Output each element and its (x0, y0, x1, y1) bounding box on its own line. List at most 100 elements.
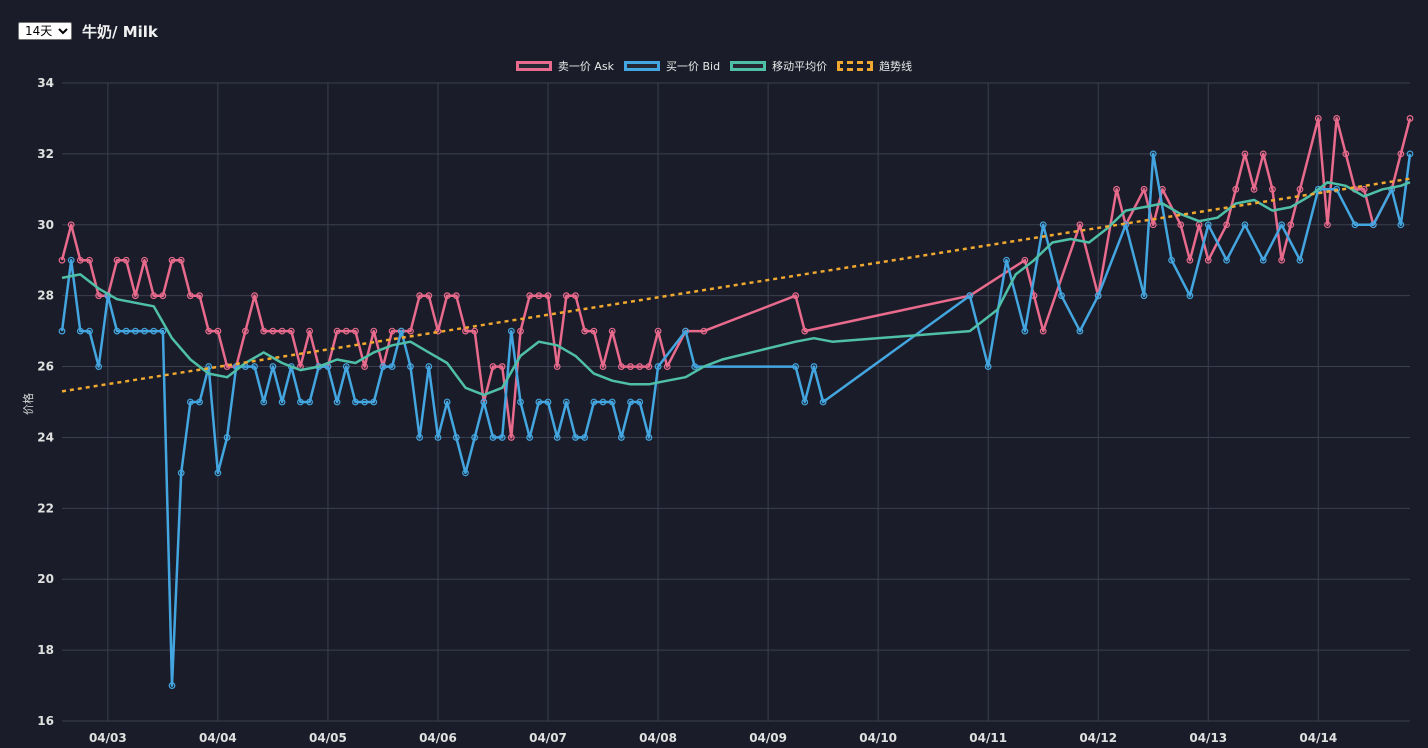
legend-swatch (515, 61, 552, 71)
data-point (434, 327, 442, 335)
data-point (581, 327, 589, 335)
data-point (1058, 292, 1065, 300)
y-tick-label: 32 (37, 147, 54, 161)
data-point (1296, 185, 1304, 193)
data-point (168, 256, 176, 264)
data-point (150, 292, 158, 300)
data-point (627, 398, 634, 406)
data-point (1369, 221, 1377, 229)
data-point (1351, 221, 1359, 229)
legend-item[interactable]: 趋势线 (837, 58, 912, 74)
data-point (416, 434, 424, 441)
data-point (801, 327, 809, 335)
data-point (526, 292, 534, 300)
data-point (1324, 221, 1331, 229)
legend-item[interactable]: 卖一价 Ask (515, 58, 615, 74)
data-point (507, 327, 515, 335)
data-point (306, 398, 313, 406)
data-point (1113, 185, 1120, 193)
data-point (67, 221, 75, 229)
data-point (223, 434, 231, 441)
data-point (342, 327, 350, 335)
chart-legend: 卖一价 Ask 买一价 Bid 移动平均价 趋势线 (0, 58, 1428, 74)
data-point (1333, 185, 1341, 193)
data-point (562, 398, 570, 406)
data-point (251, 292, 258, 300)
data-point (572, 292, 579, 300)
data-point (333, 327, 341, 335)
data-point (361, 398, 369, 406)
data-point (645, 434, 653, 441)
data-point (700, 327, 708, 335)
legend-label: 移动平均价 (772, 60, 828, 73)
data-point (379, 363, 387, 370)
data-point (177, 469, 185, 477)
data-point (131, 292, 139, 300)
data-point (535, 292, 543, 300)
data-point (553, 434, 561, 441)
data-point (177, 256, 185, 264)
data-point (654, 327, 662, 335)
time-range-select[interactable]: 14天 (18, 22, 72, 40)
y-tick-label: 22 (37, 501, 54, 515)
data-point (1003, 256, 1010, 264)
data-point (58, 327, 66, 335)
x-tick-label: 04/03 (89, 731, 127, 745)
legend-item[interactable]: 移动平均价 (730, 58, 827, 74)
legend-label: 趋势线 (879, 60, 913, 73)
data-point (1269, 185, 1276, 193)
data-point (168, 682, 176, 689)
legend-swatch (730, 61, 767, 71)
data-point (150, 327, 158, 335)
data-point (159, 292, 167, 300)
data-point (370, 398, 378, 406)
data-point (214, 469, 222, 477)
data-point (397, 327, 405, 335)
data-point (333, 398, 341, 406)
x-tick-label: 04/08 (639, 731, 677, 745)
x-tick-label: 04/11 (969, 731, 1007, 745)
y-tick-label: 28 (37, 289, 54, 303)
data-point (1149, 221, 1157, 229)
data-point (608, 398, 616, 406)
data-point (388, 327, 396, 335)
data-point (810, 363, 818, 370)
y-tick-label: 18 (37, 643, 54, 657)
data-point (1241, 221, 1249, 229)
y-tick-label: 34 (37, 76, 54, 90)
data-point (434, 434, 442, 441)
data-point (498, 434, 506, 441)
data-point (388, 363, 396, 370)
data-point (507, 434, 515, 441)
data-point (186, 398, 194, 406)
legend-item[interactable]: 买一价 Bid (624, 58, 720, 74)
data-point (1177, 221, 1185, 229)
data-point (517, 398, 524, 406)
data-point (452, 292, 460, 300)
x-tick-label: 04/10 (859, 731, 897, 745)
data-point (645, 363, 653, 370)
data-point (251, 363, 258, 370)
legend-swatch (837, 61, 874, 71)
data-point (58, 256, 66, 264)
data-point (1076, 221, 1084, 229)
data-point (636, 363, 644, 370)
data-point (1232, 185, 1240, 193)
data-point (535, 398, 543, 406)
data-point (1333, 115, 1341, 122)
data-point (1149, 150, 1157, 158)
data-point (517, 327, 524, 335)
y-axis-title: 价格 (21, 393, 35, 415)
data-point (1140, 185, 1148, 193)
data-point (526, 434, 534, 441)
legend-label: 卖一价 Ask (557, 60, 615, 73)
data-point (984, 363, 992, 370)
series-line (60, 117, 1412, 439)
data-point (544, 292, 552, 300)
data-point (425, 363, 433, 370)
y-tick-label: 20 (37, 572, 54, 586)
x-tick-label: 04/06 (419, 731, 457, 745)
y-tick-label: 16 (37, 714, 54, 728)
data-point (95, 363, 103, 370)
data-point (1186, 292, 1194, 300)
